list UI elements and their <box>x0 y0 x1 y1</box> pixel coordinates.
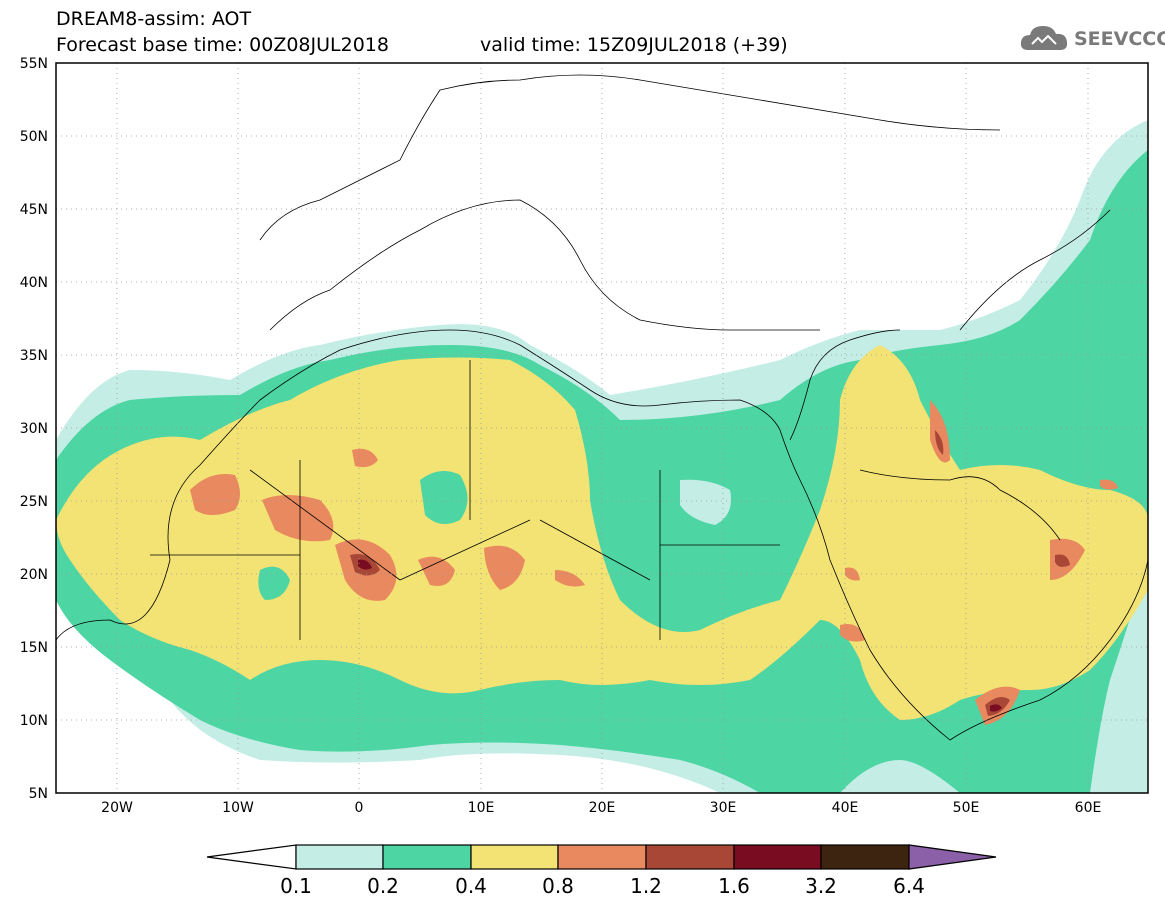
lat-tick-label: 20N <box>20 567 48 583</box>
colorbar-label: 0.2 <box>367 874 399 898</box>
colorbar-label: 0.1 <box>280 874 312 898</box>
colorbar-label: 0.8 <box>542 874 574 898</box>
lat-tick-label: 5N <box>29 786 48 802</box>
colorbar-segment <box>382 844 472 870</box>
lat-tick-label: 45N <box>20 202 48 218</box>
lon-tick-label: 30E <box>710 800 737 816</box>
aot-band-1-6 <box>358 559 1002 712</box>
lat-axis: 55N 50N 45N 40N 35N 30N 25N 20N 15N 10N … <box>20 56 48 802</box>
aot-patch <box>420 471 468 524</box>
logo-text: SEEVCCC <box>1074 28 1165 50</box>
lon-tick-label: 20E <box>589 800 616 816</box>
colorbar-label: 1.2 <box>630 874 662 898</box>
lat-tick-label: 10N <box>20 713 48 729</box>
lon-tick-label: 0 <box>355 800 364 816</box>
lat-tick-label: 30N <box>20 421 48 437</box>
colorbar-labels: 0.1 0.2 0.4 0.8 1.2 1.6 3.2 6.4 <box>280 874 925 898</box>
cloud-icon <box>1020 26 1068 50</box>
chart-title: DREAM8-assim: AOT <box>56 8 252 30</box>
map-frame <box>55 62 1149 794</box>
lon-axis: 20W 10W 0 10E 20E 30E 40E 50E 60E <box>101 800 1101 816</box>
lon-tick-label: 60E <box>1075 800 1102 816</box>
colorbar-label: 3.2 <box>805 874 837 898</box>
colorbar-label: 0.4 <box>455 874 487 898</box>
valid-time: valid time: 15Z09JUL2018 (+39) <box>480 34 788 56</box>
aot-contours <box>56 120 1148 793</box>
aot-band-0-4 <box>56 345 1148 720</box>
lat-tick-label: 40N <box>20 275 48 291</box>
coastlines <box>56 74 1148 741</box>
colorbar-segment <box>557 844 647 870</box>
aot-patch <box>258 566 290 600</box>
colorbar-above <box>908 844 997 870</box>
colorbar-label: 6.4 <box>893 874 925 898</box>
seevccc-logo: SEEVCCC <box>1018 22 1165 56</box>
lat-tick-label: 55N <box>20 56 48 72</box>
colorbar-label: 1.6 <box>718 874 750 898</box>
colorbar-segment <box>820 844 910 870</box>
colorbar-segment <box>470 844 559 870</box>
colorbar-segment <box>733 844 822 870</box>
lon-tick-label: 20W <box>101 800 133 816</box>
lon-tick-label: 50E <box>953 800 980 816</box>
colorbar <box>206 844 997 870</box>
lat-tick-label: 35N <box>20 348 48 364</box>
aot-patch <box>680 479 731 525</box>
colorbar-below <box>206 844 297 870</box>
map-grid <box>56 63 1148 793</box>
lon-tick-label: 10E <box>468 800 495 816</box>
forecast-base-time: Forecast base time: 00Z08JUL2018 <box>56 34 389 56</box>
lon-tick-label: 10W <box>222 800 254 816</box>
colorbar-segment <box>295 844 384 870</box>
lat-tick-label: 25N <box>20 494 48 510</box>
lon-tick-label: 40E <box>832 800 859 816</box>
lat-tick-label: 50N <box>20 129 48 145</box>
lat-tick-label: 15N <box>20 640 48 656</box>
colorbar-segment <box>645 844 735 870</box>
